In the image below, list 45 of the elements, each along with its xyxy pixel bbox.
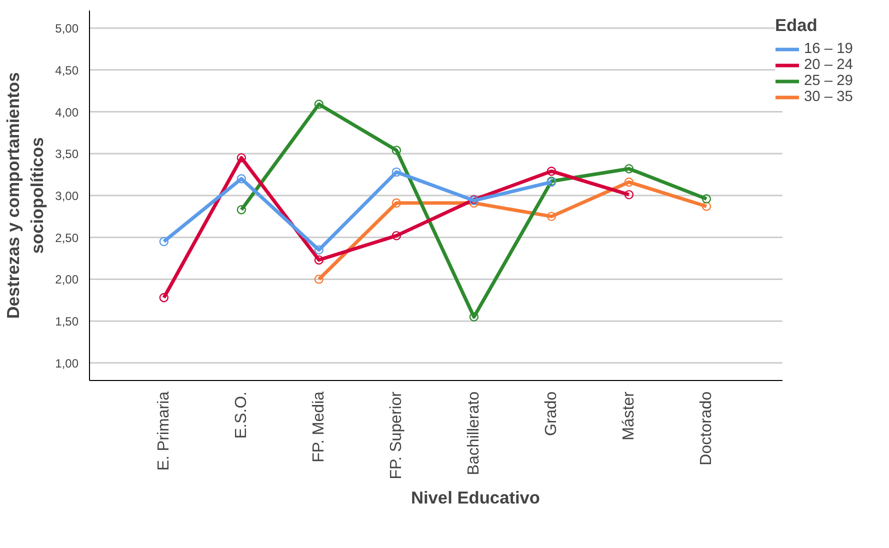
legend-title: Edad <box>775 15 818 36</box>
point <box>702 202 712 211</box>
y-tick-label: 4,00 <box>55 105 79 120</box>
point <box>392 146 402 155</box>
y-tick-label: 1,50 <box>55 314 79 329</box>
point <box>236 153 246 162</box>
point <box>314 100 324 109</box>
point <box>314 255 324 265</box>
point <box>159 236 169 246</box>
x-tick-label: Bachillerato <box>465 391 482 476</box>
y-axis-title: Destrezas y comportamientos sociopolíticos <box>3 72 48 319</box>
y-tick-label: 5,00 <box>55 22 79 36</box>
point <box>314 245 324 255</box>
y-tick-label: 4,50 <box>55 63 79 78</box>
point <box>392 231 402 240</box>
point <box>392 167 402 177</box>
y-tick-label: 1,00 <box>55 356 79 370</box>
x-tick-label: Doctorado <box>698 391 715 466</box>
point <box>624 164 634 174</box>
point <box>546 212 556 222</box>
y-tick-label: 3,50 <box>55 147 79 162</box>
x-tick-label: FP. Superior <box>388 390 405 480</box>
legend-label: 20 – 24 <box>804 57 853 73</box>
legend-label: 16 – 19 <box>804 41 853 57</box>
y-tick-label: 2,50 <box>55 230 79 245</box>
x-tick-label: Grado <box>542 391 560 436</box>
point <box>624 178 634 187</box>
x-tick-label: Máster <box>620 390 638 440</box>
point <box>546 166 556 176</box>
x-tick-label: FP. Media <box>310 391 328 462</box>
point <box>702 194 712 204</box>
x-axis-title: Nivel Educativo <box>410 487 540 508</box>
point <box>236 205 246 214</box>
y-tick-label: 3,00 <box>55 189 79 203</box>
point <box>392 198 402 208</box>
point <box>236 174 246 184</box>
point <box>469 312 479 322</box>
legend-label: 30 – 35 <box>804 89 853 105</box>
x-tick-label: E. Primaria <box>155 391 172 471</box>
point <box>624 190 634 200</box>
legend-label: 25 – 29 <box>804 73 853 89</box>
x-tick-label: E.S.O. <box>232 392 250 439</box>
point <box>159 293 169 302</box>
y-tick-label: 2,00 <box>55 272 79 287</box>
point <box>314 274 324 284</box>
